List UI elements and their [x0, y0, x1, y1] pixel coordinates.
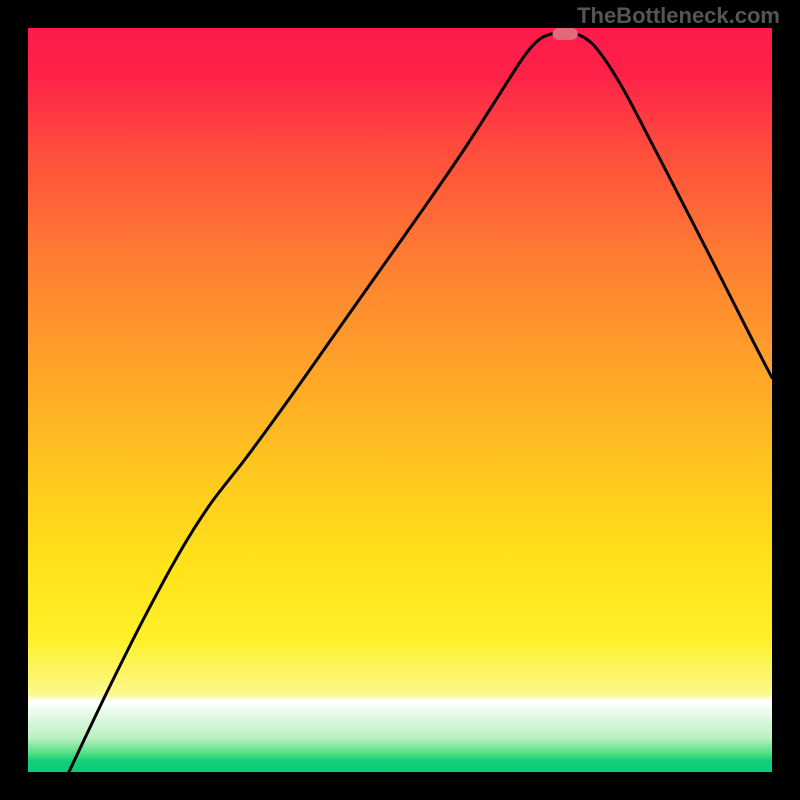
- bottleneck-curve: [69, 32, 772, 772]
- watermark-text: TheBottleneck.com: [577, 3, 780, 29]
- optimum-marker: [553, 28, 578, 40]
- chart-overlay: [28, 28, 772, 772]
- chart-frame: TheBottleneck.com: [0, 0, 800, 800]
- plot-area: [28, 28, 772, 772]
